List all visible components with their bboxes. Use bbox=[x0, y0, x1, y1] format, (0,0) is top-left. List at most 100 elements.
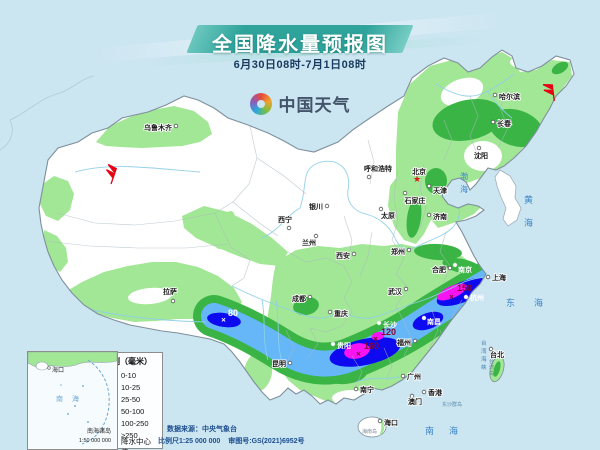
city-label: 重庆 bbox=[334, 309, 348, 318]
south-china-sea-inset: 海口 南海 南海诸岛 1:50 000 000 bbox=[27, 351, 118, 450]
precip-center-value: 120 bbox=[381, 327, 396, 337]
sea-label: 台 bbox=[489, 358, 494, 365]
sea-label: 渤 bbox=[460, 171, 468, 181]
city-dot bbox=[402, 190, 408, 196]
sea-label: 海 bbox=[449, 425, 458, 436]
legend-label: ≥250 bbox=[121, 430, 138, 440]
sea-label: 东 bbox=[442, 401, 447, 408]
precip-center-value: 160 bbox=[364, 341, 379, 351]
inset-map bbox=[28, 352, 117, 445]
city-label: 郑州 bbox=[391, 247, 405, 256]
precip-center-marker: ✕ bbox=[449, 294, 454, 301]
china-weather-logo-icon bbox=[249, 92, 272, 115]
city-label: 合肥 bbox=[431, 265, 446, 274]
city-label: 天津 bbox=[433, 186, 447, 195]
city-dot bbox=[412, 338, 418, 344]
city-dot bbox=[476, 145, 482, 151]
sea-label: 湾 bbox=[489, 364, 494, 371]
city-dot bbox=[378, 206, 384, 212]
data-source: 数据来源：中央气象台 bbox=[167, 426, 237, 433]
sea-label: 岛 bbox=[372, 428, 377, 435]
city-dot bbox=[463, 294, 469, 300]
sea-label: 岛 bbox=[489, 370, 494, 377]
city-label: 上海 bbox=[492, 273, 506, 282]
city-label: 南宁 bbox=[360, 385, 374, 394]
precip-center-value: 80 bbox=[228, 308, 238, 318]
city-label: 香港 bbox=[427, 388, 443, 397]
city-label: 济南 bbox=[433, 212, 447, 221]
city-dot bbox=[492, 92, 498, 98]
city-dot bbox=[353, 386, 359, 392]
city-dot bbox=[421, 389, 427, 395]
city-dot bbox=[490, 119, 496, 125]
city-label: 西安 bbox=[336, 251, 350, 260]
inset-sea-label: 南海 bbox=[56, 396, 88, 403]
city-dot bbox=[409, 393, 415, 399]
precip-center-marker: ✕ bbox=[373, 336, 378, 343]
city-dot bbox=[488, 346, 494, 352]
city-label: 广州 bbox=[407, 372, 421, 381]
city-label: 武汉 bbox=[388, 287, 403, 296]
sea-label: 湾 bbox=[481, 347, 487, 355]
city-dot bbox=[426, 183, 432, 189]
city-label: 乌鲁木齐 bbox=[144, 123, 173, 132]
legend-label: 100-250 bbox=[121, 418, 149, 428]
china-outline bbox=[38, 49, 575, 405]
inset-haikou-dot bbox=[47, 366, 51, 370]
legend-label: 10-25 bbox=[121, 382, 141, 392]
sea-label: 海 bbox=[534, 297, 543, 308]
map-scale-line: 比例尺1:25 000 000 审图号:GS(2021)6952号 bbox=[158, 436, 313, 446]
city-label: 兰州 bbox=[302, 238, 316, 247]
korea-outline bbox=[494, 169, 522, 227]
city-dot bbox=[170, 298, 176, 304]
city-layer: 乌鲁木齐呼和浩特★北京天津石家庄太原银川西宁兰州西安郑州济南哈尔滨长春沈阳合肥南… bbox=[143, 91, 521, 428]
inset-name: 南海诸岛 bbox=[86, 429, 111, 435]
city-label: 太原 bbox=[381, 211, 395, 220]
city-dot bbox=[286, 225, 292, 231]
sea-label: 沙 bbox=[447, 402, 452, 408]
taiwan-island bbox=[489, 355, 505, 383]
city-dot bbox=[327, 309, 333, 315]
sea-label: 海 bbox=[481, 355, 487, 363]
inset-scale: 1:50 000 000 bbox=[78, 438, 111, 444]
city-label: 海口 bbox=[384, 418, 398, 427]
city-label: 南京 bbox=[458, 265, 472, 274]
sea-label: 岛 bbox=[457, 401, 462, 408]
sea-label: 群 bbox=[452, 401, 457, 408]
sea-label-layer: 渤海黄海东 海南 海台湾海峡台湾岛海南岛东沙群岛 bbox=[362, 171, 543, 436]
city-dot bbox=[351, 251, 357, 257]
map-scale: 比例尺1:25 000 000 bbox=[158, 438, 221, 445]
city-dot bbox=[406, 247, 412, 253]
city-dot bbox=[313, 233, 319, 239]
city-label: 成都 bbox=[292, 294, 306, 303]
legend-label: 25-50 bbox=[121, 394, 141, 404]
sea-label: 南 bbox=[367, 428, 372, 435]
inset-hainan bbox=[35, 361, 49, 371]
city-dot bbox=[330, 341, 336, 347]
sea-label: 海 bbox=[362, 428, 367, 435]
legend-title: 图例（毫米） bbox=[104, 357, 152, 366]
city-label: 昆明 bbox=[272, 359, 286, 368]
rivers bbox=[74, 73, 515, 383]
sea-label: 南 bbox=[425, 425, 434, 436]
city-dot bbox=[447, 265, 453, 271]
city-label: 长春 bbox=[497, 119, 512, 128]
precip-center-value: 150 bbox=[457, 283, 472, 293]
city-label: 南昌 bbox=[427, 317, 441, 326]
approval-number: 审图号:GS(2021)6952号 bbox=[228, 438, 305, 445]
city-label: 贵阳 bbox=[337, 341, 351, 350]
city-label: 银川 bbox=[309, 202, 323, 211]
page-title: 全国降水量预报图 bbox=[212, 34, 388, 56]
city-dot bbox=[307, 294, 313, 300]
city-label: 沈阳 bbox=[474, 151, 488, 160]
legend-label: 50-100 bbox=[121, 406, 145, 416]
sea-label: 东 bbox=[506, 297, 515, 308]
legend-label: 0-10 bbox=[121, 370, 137, 380]
inset-boundary-line bbox=[81, 359, 110, 445]
city-label: 哈尔滨 bbox=[499, 92, 520, 101]
city-label: 福州 bbox=[396, 338, 411, 347]
sea-label: 海 bbox=[524, 217, 533, 228]
city-label: 杭州 bbox=[470, 293, 484, 302]
